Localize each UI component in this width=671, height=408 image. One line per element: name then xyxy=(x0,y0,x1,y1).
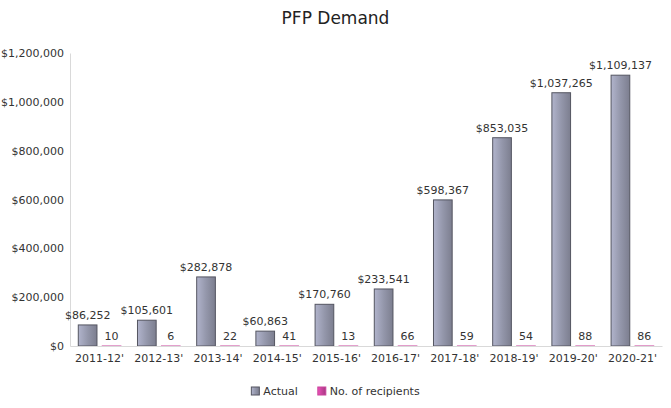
x-tick-label: 2017-18' xyxy=(430,352,479,365)
bar xyxy=(315,304,334,346)
data-label: 59 xyxy=(460,330,474,343)
y-tick-label: $1,000,000 xyxy=(1,96,64,109)
x-tick-label: 2014-15' xyxy=(253,352,302,365)
y-tick-label: $800,000 xyxy=(12,145,65,158)
y-tick: $1,000,000 xyxy=(1,96,70,109)
bar xyxy=(635,345,654,346)
data-label: 86 xyxy=(637,330,651,343)
legend-item: Actual xyxy=(251,385,297,398)
bar xyxy=(280,345,299,346)
x-tick-label: 2015-16' xyxy=(312,352,361,365)
bar xyxy=(457,345,476,346)
data-label: 13 xyxy=(341,330,355,343)
x-tick-label: 2018-19' xyxy=(490,352,539,365)
bar xyxy=(517,345,536,346)
y-tick: $800,000 xyxy=(12,145,71,158)
y-tick: $200,000 xyxy=(12,291,71,304)
series-bars xyxy=(78,75,629,346)
x-tick: 2011-12' xyxy=(75,346,124,365)
x-tick: 2013-14' xyxy=(194,346,243,365)
x-axis-line xyxy=(71,346,663,347)
plot: $0 $200,000 $400,000 $600,000 $800,000 $1,000… xyxy=(1,47,662,365)
data-label: $598,367 xyxy=(417,184,470,197)
data-label: $1,037,265 xyxy=(530,77,593,90)
data-label: 41 xyxy=(282,330,296,343)
y-tick-label: $0 xyxy=(50,340,64,353)
bar xyxy=(339,345,358,346)
data-label: 10 xyxy=(105,330,119,343)
series-bars xyxy=(102,345,653,346)
series-labels: 10 6 22 41 13 66 59 54 88 86 xyxy=(105,330,652,343)
x-tick-label: 2011-12' xyxy=(75,352,124,365)
data-label: $233,541 xyxy=(357,273,410,286)
data-labels: $86,252 $105,601 $282,878 $60,863 $170,760 $2… xyxy=(65,59,652,343)
y-tick-label: $1,200,000 xyxy=(1,47,64,60)
bar xyxy=(552,93,571,346)
x-axis: 2011-12' 2012-13' 2013-14' 2014-15' 2015-16'… xyxy=(71,346,663,365)
x-tick: 2018-19' xyxy=(490,346,539,365)
x-tick: 2016-17' xyxy=(371,346,420,365)
y-tick: $0 xyxy=(50,340,70,353)
data-label: $60,863 xyxy=(242,315,288,328)
data-label: 88 xyxy=(578,330,592,343)
data-label: 54 xyxy=(519,330,533,343)
bar xyxy=(611,75,630,346)
bar xyxy=(221,345,240,346)
bar xyxy=(493,138,512,346)
bar xyxy=(197,277,216,346)
y-axis-line xyxy=(70,54,71,347)
y-tick: $1,200,000 xyxy=(1,47,70,60)
data-label: $86,252 xyxy=(65,309,111,322)
legend-label: Actual xyxy=(263,385,297,398)
x-tick-label: 2012-13' xyxy=(134,352,183,365)
bar xyxy=(576,345,595,346)
data-label: 66 xyxy=(401,330,415,343)
legend-swatch xyxy=(251,387,259,395)
x-tick-label: 2016-17' xyxy=(371,352,420,365)
x-tick-label: 2019-20' xyxy=(549,352,598,365)
legend-item: No. of recipients xyxy=(318,385,420,398)
bar xyxy=(398,345,417,346)
x-tick: 2019-20' xyxy=(549,346,598,365)
legend-label: No. of recipients xyxy=(330,385,420,398)
data-label: $170,760 xyxy=(298,288,351,301)
data-label: $853,035 xyxy=(476,122,529,135)
x-tick-label: 2020-21' xyxy=(608,352,657,365)
series-labels: $86,252 $105,601 $282,878 $60,863 $170,760 $2… xyxy=(65,59,652,328)
x-tick: 2017-18' xyxy=(430,346,479,365)
bar xyxy=(433,200,452,346)
bar xyxy=(161,345,180,346)
y-tick: $400,000 xyxy=(12,242,71,255)
x-tick: 2020-21' xyxy=(608,346,657,365)
legend: Actual No. of recipients xyxy=(251,385,420,398)
y-tick-label: $400,000 xyxy=(12,242,65,255)
data-label: $105,601 xyxy=(121,304,174,317)
bar xyxy=(137,320,156,346)
y-tick: $600,000 xyxy=(12,194,71,207)
bar xyxy=(78,325,97,346)
x-tick: 2015-16' xyxy=(312,346,361,365)
data-label: $1,109,137 xyxy=(589,59,652,72)
x-tick-label: 2013-14' xyxy=(194,352,243,365)
y-axis: $0 $200,000 $400,000 $600,000 $800,000 $1,000… xyxy=(1,47,70,353)
y-tick-label: $600,000 xyxy=(12,194,65,207)
title: PFP Demand xyxy=(282,8,390,28)
bar xyxy=(374,289,393,346)
data-label: $282,878 xyxy=(180,261,233,274)
bar xyxy=(102,345,121,346)
y-tick-label: $200,000 xyxy=(12,291,65,304)
legend-swatch xyxy=(318,387,326,395)
data-label: 22 xyxy=(223,330,237,343)
x-tick: 2014-15' xyxy=(253,346,302,365)
x-tick: 2012-13' xyxy=(134,346,183,365)
data-label: 6 xyxy=(167,330,174,343)
bars xyxy=(78,75,653,346)
chart: PFP Demand $0 $200,000 $400,000 $600,000 $800… xyxy=(0,0,671,408)
bar xyxy=(256,331,275,346)
